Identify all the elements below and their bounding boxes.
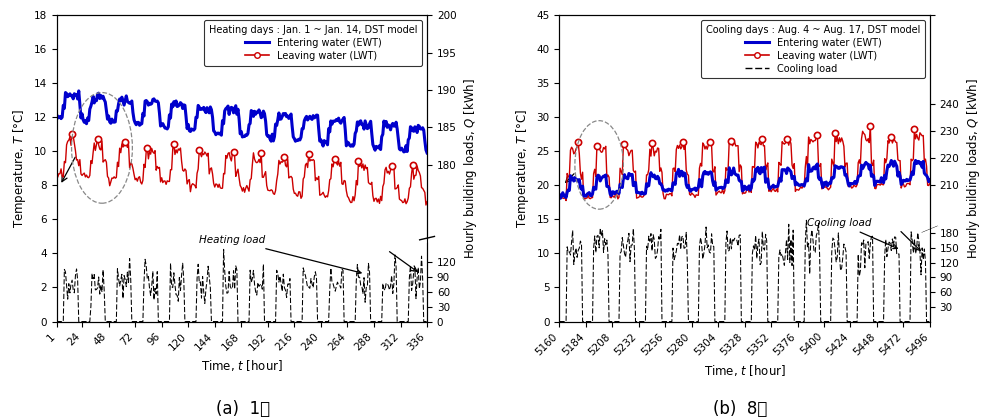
Text: (a)  1월: (a) 1월: [216, 400, 270, 418]
X-axis label: Time, $t$ [hour]: Time, $t$ [hour]: [201, 358, 283, 373]
Y-axis label: Hourly building loads, $Q$ [kWh]: Hourly building loads, $Q$ [kWh]: [965, 78, 982, 259]
Y-axis label: Temperature, $T$ [°C]: Temperature, $T$ [°C]: [514, 109, 531, 228]
Text: (b)  8월: (b) 8월: [713, 400, 767, 418]
Y-axis label: Temperature, $T$ [°C]: Temperature, $T$ [°C]: [11, 109, 28, 228]
Text: Cooling load: Cooling load: [807, 218, 898, 249]
X-axis label: Time, $t$ [hour]: Time, $t$ [hour]: [704, 363, 785, 377]
Text: Heating load: Heating load: [200, 235, 361, 274]
Legend: Entering water (EWT), Leaving water (LWT), Cooling load: Entering water (EWT), Leaving water (LWT…: [701, 20, 925, 79]
Legend: Entering water (EWT), Leaving water (LWT): Entering water (EWT), Leaving water (LWT…: [204, 20, 422, 66]
Y-axis label: Hourly building loads, $Q$ [kWh]: Hourly building loads, $Q$ [kWh]: [462, 78, 480, 259]
